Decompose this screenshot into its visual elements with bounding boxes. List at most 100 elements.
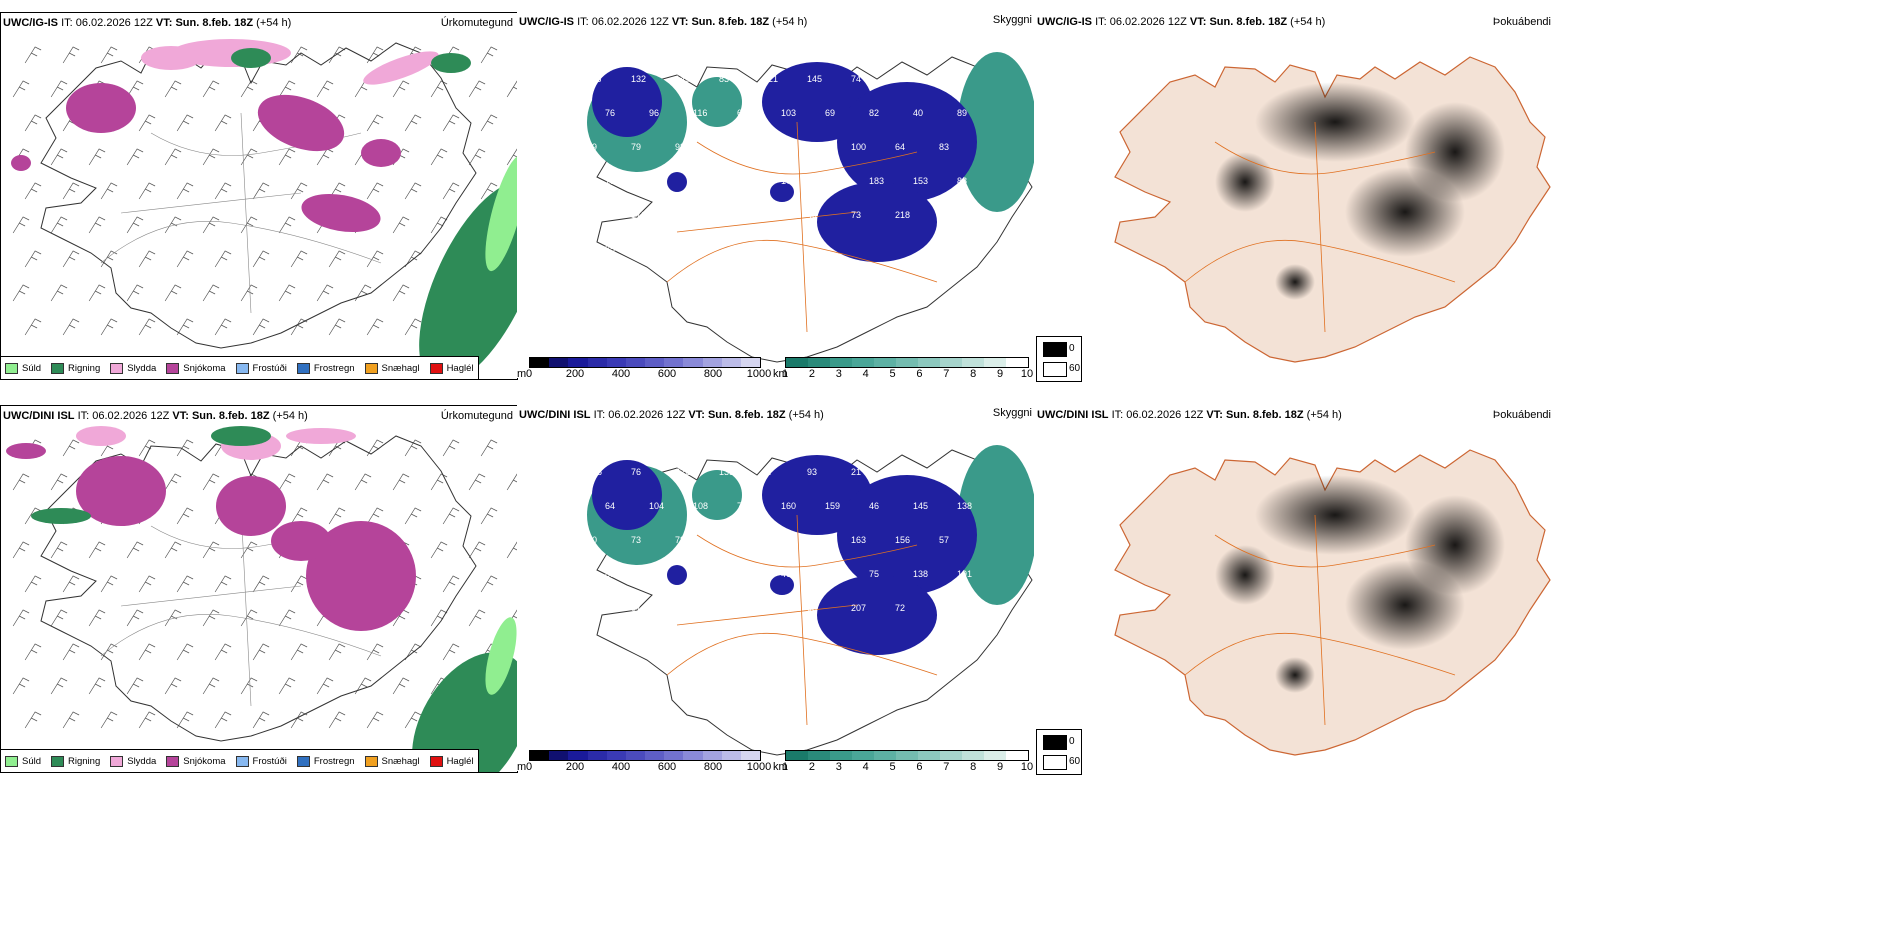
panel-title: Þokuábendi (1492, 16, 1551, 28)
colorbar-step (874, 358, 896, 367)
cloud-base-label: 56 (825, 569, 835, 579)
colorbar-tick: 5 (889, 368, 896, 380)
legend-swatch (429, 755, 443, 767)
cloud-base-label: 79 (587, 142, 597, 152)
colorbar-step (702, 751, 722, 760)
fog-panel-1: UWC/IG-IS IT: 06.02.2026 12Z VT: Sun. 8.… (1035, 12, 1555, 378)
legend-swatch (110, 362, 124, 374)
colorbar-step (874, 751, 896, 760)
legend-item-6: Snæhagl (364, 755, 420, 767)
cloud-base-label: 222 (675, 467, 690, 477)
cloud-base-label: 62 (895, 467, 905, 477)
legend-item-3: Snjókoma (166, 755, 226, 767)
legend-label: Slydda (127, 362, 157, 374)
drizzle-area (485, 154, 517, 272)
colorbar-unit: m (517, 761, 527, 773)
legend-swatch (296, 755, 310, 767)
cloud-base-label: 73 (631, 535, 641, 545)
legend-label: Frostúði (252, 755, 287, 767)
colorbar-step (808, 751, 830, 760)
cloud-base-label: 96 (649, 108, 659, 118)
cloud-base-label: 83 (719, 74, 729, 84)
legend-item-1: Rigning (51, 362, 101, 374)
colorbar-step (645, 751, 665, 760)
cloud-base-label: 64 (719, 535, 729, 545)
legend-label: Súld (22, 362, 42, 374)
panel-header: UWC/IG-IS IT: 06.02.2026 12Z VT: Sun. 8.… (3, 17, 292, 29)
cloud-base-label: 159 (825, 501, 840, 511)
colorbar-step (530, 358, 550, 367)
cloud-base-label: 82 (869, 108, 879, 118)
colorbar-step (918, 751, 940, 760)
legend-item-1: Rigning (51, 755, 100, 767)
colorbar-step (606, 751, 626, 760)
colorbar-tick: 200 (565, 368, 585, 380)
colorbar-tick: 0 (525, 761, 533, 773)
cloud-base-label: 76 (631, 467, 641, 477)
cloud-base-label: 72 (895, 603, 905, 613)
cloud-base-label: 106 (719, 142, 734, 152)
fog-legend-2: 0 60 (1036, 729, 1082, 775)
legend-item-4: Frostúði (235, 755, 287, 767)
legend-swatch (5, 362, 18, 374)
fog-panel-2: UWC/DINI ISL IT: 06.02.2026 12Z VT: Sun.… (1035, 405, 1555, 771)
colorbar-step (587, 358, 607, 367)
cloud-panel-1: 116 132 149 83 321 145 74 72 102 76 96 116 62 103 69 82… (517, 12, 1034, 378)
cloud-base-label: 138 (957, 501, 972, 511)
colorbar-tick: 800 (703, 368, 723, 380)
cloud-base-label: 86 (649, 176, 659, 186)
precip-map-2 (6, 426, 517, 772)
cloud-base-label: 171 (631, 210, 646, 220)
legend-swatch (110, 755, 124, 767)
cloud-base-label: 69 (825, 108, 835, 118)
cloud-base-label: 74 (851, 74, 861, 84)
legend-label: Haglél (446, 362, 474, 374)
cloud-base-label: 73 (719, 603, 729, 613)
cloud-base-label: 333 (737, 569, 752, 579)
colorbar-step (702, 358, 722, 367)
colorbar-tick: 6 (916, 761, 923, 773)
legend-item-4: Frostúði (235, 362, 287, 374)
legend-label: Rigning (68, 362, 101, 374)
cloud-base-label: 116 (587, 74, 601, 84)
cloud-base-label: 466 (781, 569, 796, 579)
low-cloud-area (592, 62, 977, 262)
colorbar-step (740, 751, 761, 760)
cloud-base-scale-1: m 0 200 400 600 800 1000 (517, 357, 771, 383)
cloud-base-label: 57 (763, 467, 773, 477)
fog-legend-max: 60 (1069, 756, 1081, 767)
cloud-base-label: 49 (807, 210, 817, 220)
legend-label: Snjókoma (183, 755, 226, 767)
cloud-base-label: 207 (851, 603, 866, 613)
colorbar-step (852, 751, 874, 760)
colorbar-tick: 1000 (746, 368, 772, 380)
cloud-base-label: 165 (825, 176, 840, 186)
fog-swatch-white (1043, 362, 1067, 377)
roads (666, 121, 938, 333)
fog-swatch-black (1043, 342, 1067, 357)
cloud-base-label: 73 (851, 210, 861, 220)
cloud-base-label: 93 (939, 603, 949, 613)
cloud-base-label: 132 (631, 74, 646, 84)
cloud-base-label: 85 (605, 244, 615, 254)
cloud-base-label: 163 (851, 535, 866, 545)
cloud-map-2: 156 76 222 135 57 93 21 62 64 64 104 108 75 160 159 46 1… (587, 445, 1034, 756)
legend-swatch (5, 755, 18, 767)
colorbar (529, 750, 761, 761)
cloud-base-label: 89 (957, 108, 967, 118)
legend-label: Snæhagl (381, 755, 420, 767)
colorbar-tick: 2 (808, 368, 815, 380)
fog-swatch-white (1043, 755, 1067, 770)
colorbar-tick: 7 (943, 761, 950, 773)
colorbar-tick: 9 (997, 761, 1004, 773)
colorbar-step (852, 358, 874, 367)
fog-area (1215, 82, 1505, 300)
colorbar-step (1006, 751, 1028, 760)
cloud-base-label: 64 (895, 142, 905, 152)
colorbar-step (568, 751, 588, 760)
cloud-base-label: 175 (781, 176, 796, 186)
cloud-base-label: 145 (807, 74, 822, 84)
panel-title: Þokuábendi (1492, 409, 1551, 421)
legend-label: Frostregn (313, 755, 355, 767)
cloud-base-label: 321 (763, 74, 778, 84)
